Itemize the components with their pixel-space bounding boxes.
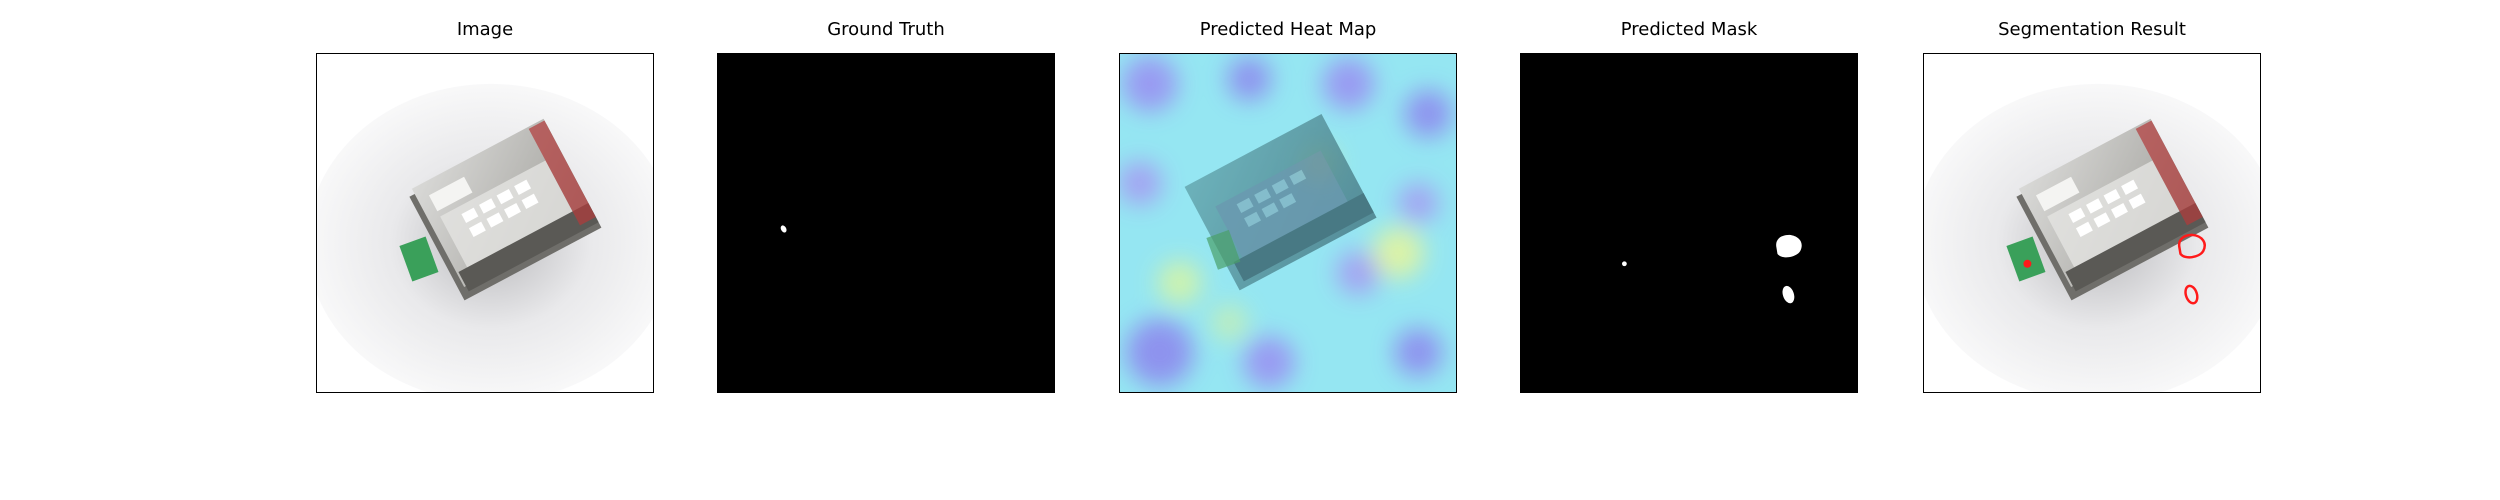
contour xyxy=(2177,233,2206,259)
mask-blob xyxy=(780,225,787,233)
segmentation-overlay xyxy=(1924,54,2260,392)
segmentation-frame xyxy=(1923,53,2261,393)
contour xyxy=(2023,259,2032,268)
predicted-mask-frame xyxy=(1520,53,1858,393)
panel-ground-truth: Ground Truth xyxy=(717,19,1055,393)
panel-title: Image xyxy=(456,19,514,40)
mask-blob xyxy=(1782,285,1795,304)
panel-title: Segmentation Result xyxy=(1998,19,2186,40)
mask-blob xyxy=(1621,261,1627,267)
ground-truth-frame xyxy=(717,53,1055,393)
heat-map-frame xyxy=(1119,53,1457,393)
panel-title: Predicted Heat Map xyxy=(1199,19,1377,40)
heat-map xyxy=(1120,54,1456,392)
device-photo xyxy=(317,54,653,392)
predicted-mask xyxy=(1521,54,1857,392)
panel-image: Image xyxy=(316,19,654,393)
panel-title: Ground Truth xyxy=(827,19,945,40)
panel-heat-map: Predicted Heat Map xyxy=(1119,19,1457,393)
image-frame xyxy=(316,53,654,393)
panel-predicted-mask: Predicted Mask xyxy=(1520,19,1858,393)
panel-title: Predicted Mask xyxy=(1620,19,1758,40)
contour xyxy=(2184,284,2199,305)
mask-blob xyxy=(1776,234,1802,258)
panel-segmentation-result: Segmentation Result xyxy=(1923,19,2261,393)
ground-truth-mask xyxy=(718,54,1054,392)
